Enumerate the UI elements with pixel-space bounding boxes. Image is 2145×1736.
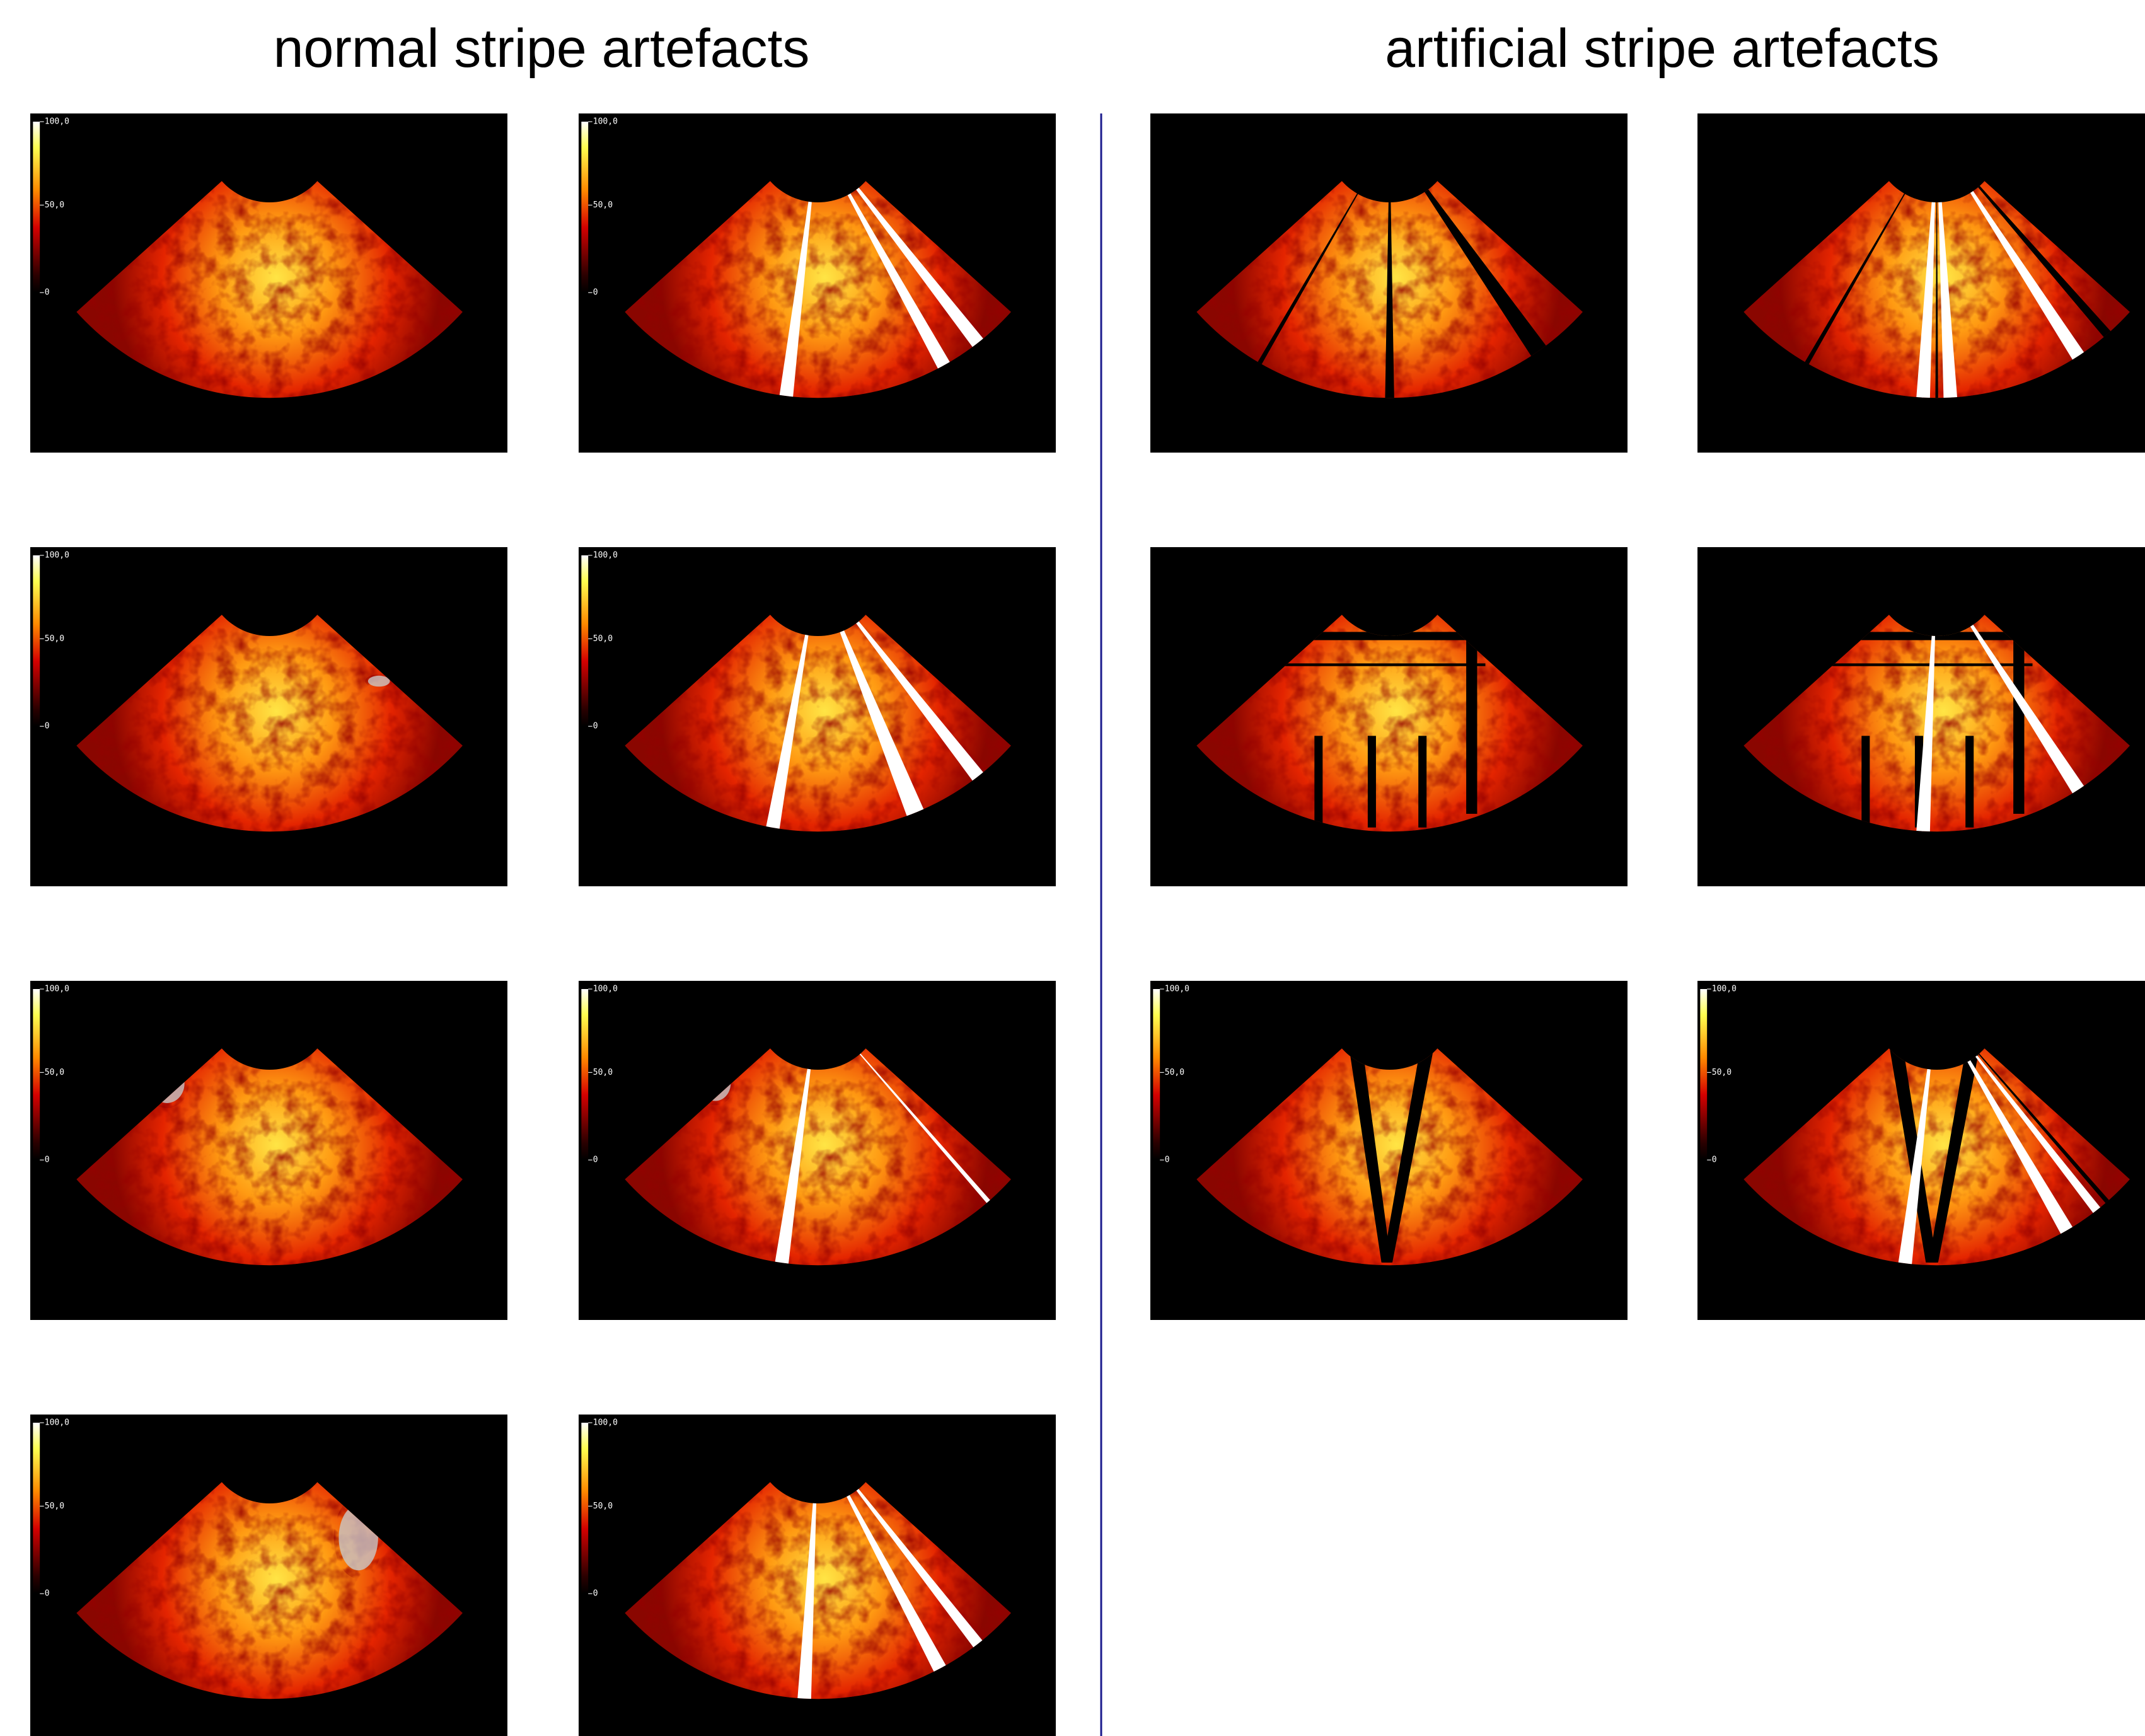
stripe <box>1965 736 1974 827</box>
image-panel: 100,0 50,0 0 <box>30 547 507 886</box>
colorbar-label: 0 <box>45 722 50 731</box>
colorbar-label: 50,0 <box>1712 1068 1732 1077</box>
colorbar-label: 50,0 <box>45 1068 64 1077</box>
colorbar-label: 100,0 <box>593 551 618 560</box>
colorbar-label: 0 <box>45 1155 50 1165</box>
stripe <box>1314 736 1322 827</box>
colorbar <box>1153 989 1160 1160</box>
colorbar-label: 0 <box>45 288 50 298</box>
stripe <box>1272 663 1485 666</box>
colorbar-label: 0 <box>593 1155 598 1165</box>
colorbar <box>33 122 40 292</box>
colorbar-label: 100,0 <box>593 985 618 994</box>
colorbar-label: 0 <box>593 1589 598 1599</box>
colorbar-label: 0 <box>593 722 598 731</box>
colorbar-label: 100,0 <box>45 985 69 994</box>
colorbar-label: 0 <box>1165 1155 1170 1165</box>
colorbar-label: 0 <box>593 288 598 298</box>
image-panel <box>1150 113 1628 453</box>
colorbar-label: 100,0 <box>1712 985 1737 994</box>
colorbar-label: 0 <box>1712 1155 1717 1165</box>
colorbar-label: 50,0 <box>593 634 613 644</box>
stripe <box>1368 736 1376 827</box>
colorbar-label: 100,0 <box>45 1418 69 1428</box>
stripe <box>1861 736 1870 827</box>
colorbar-label: 50,0 <box>593 1502 613 1511</box>
masked-region <box>368 676 390 686</box>
image-panel: 100,0 50,0 0 <box>579 981 1056 1320</box>
image-panel <box>1697 547 2145 886</box>
figure: normal stripe artefacts artificial strip… <box>0 0 2145 1736</box>
colorbar <box>33 1423 40 1594</box>
page: normal stripe artefacts artificial strip… <box>0 0 2145 1736</box>
right-title: artificial stripe artefacts <box>1385 18 1939 79</box>
colorbar-label: 100,0 <box>45 117 69 127</box>
colorbar-label: 50,0 <box>45 1502 64 1511</box>
colorbar-label: 100,0 <box>45 551 69 560</box>
image-panel <box>1697 113 2145 453</box>
colorbar-label: 100,0 <box>593 1418 618 1428</box>
stripe <box>1418 736 1426 827</box>
colorbar <box>581 555 588 726</box>
colorbar <box>581 1423 588 1594</box>
colorbar <box>1700 989 1707 1160</box>
image-panel: 100,0 50,0 0 <box>579 547 1056 886</box>
image-panel <box>1150 547 1628 886</box>
colorbar <box>581 989 588 1160</box>
colorbar <box>581 122 588 292</box>
stripe <box>1466 632 1477 814</box>
colorbar-label: 50,0 <box>593 200 613 210</box>
image-panel: 100,0 50,0 0 <box>30 981 507 1320</box>
colorbar-label: 100,0 <box>593 117 618 127</box>
colorbar-label: 50,0 <box>45 200 64 210</box>
colorbar-label: 0 <box>45 1589 50 1599</box>
image-panel: 100,0 50,0 0 <box>30 113 507 453</box>
stripe <box>2013 632 2024 814</box>
image-panel: 100,0 50,0 0 <box>579 113 1056 453</box>
colorbar-label: 100,0 <box>1165 985 1189 994</box>
colorbar <box>33 555 40 726</box>
image-panel: 100,0 50,0 0 <box>30 1415 507 1736</box>
colorbar <box>33 989 40 1160</box>
colorbar-label: 50,0 <box>593 1068 613 1077</box>
image-panel: 100,0 50,0 0 <box>1697 981 2145 1320</box>
colorbar-label: 50,0 <box>1165 1068 1184 1077</box>
image-panel: 100,0 50,0 0 <box>1150 981 1628 1320</box>
colorbar-label: 50,0 <box>45 634 64 644</box>
left-title: normal stripe artefacts <box>274 18 810 79</box>
image-panel: 100,0 50,0 0 <box>579 1415 1056 1736</box>
